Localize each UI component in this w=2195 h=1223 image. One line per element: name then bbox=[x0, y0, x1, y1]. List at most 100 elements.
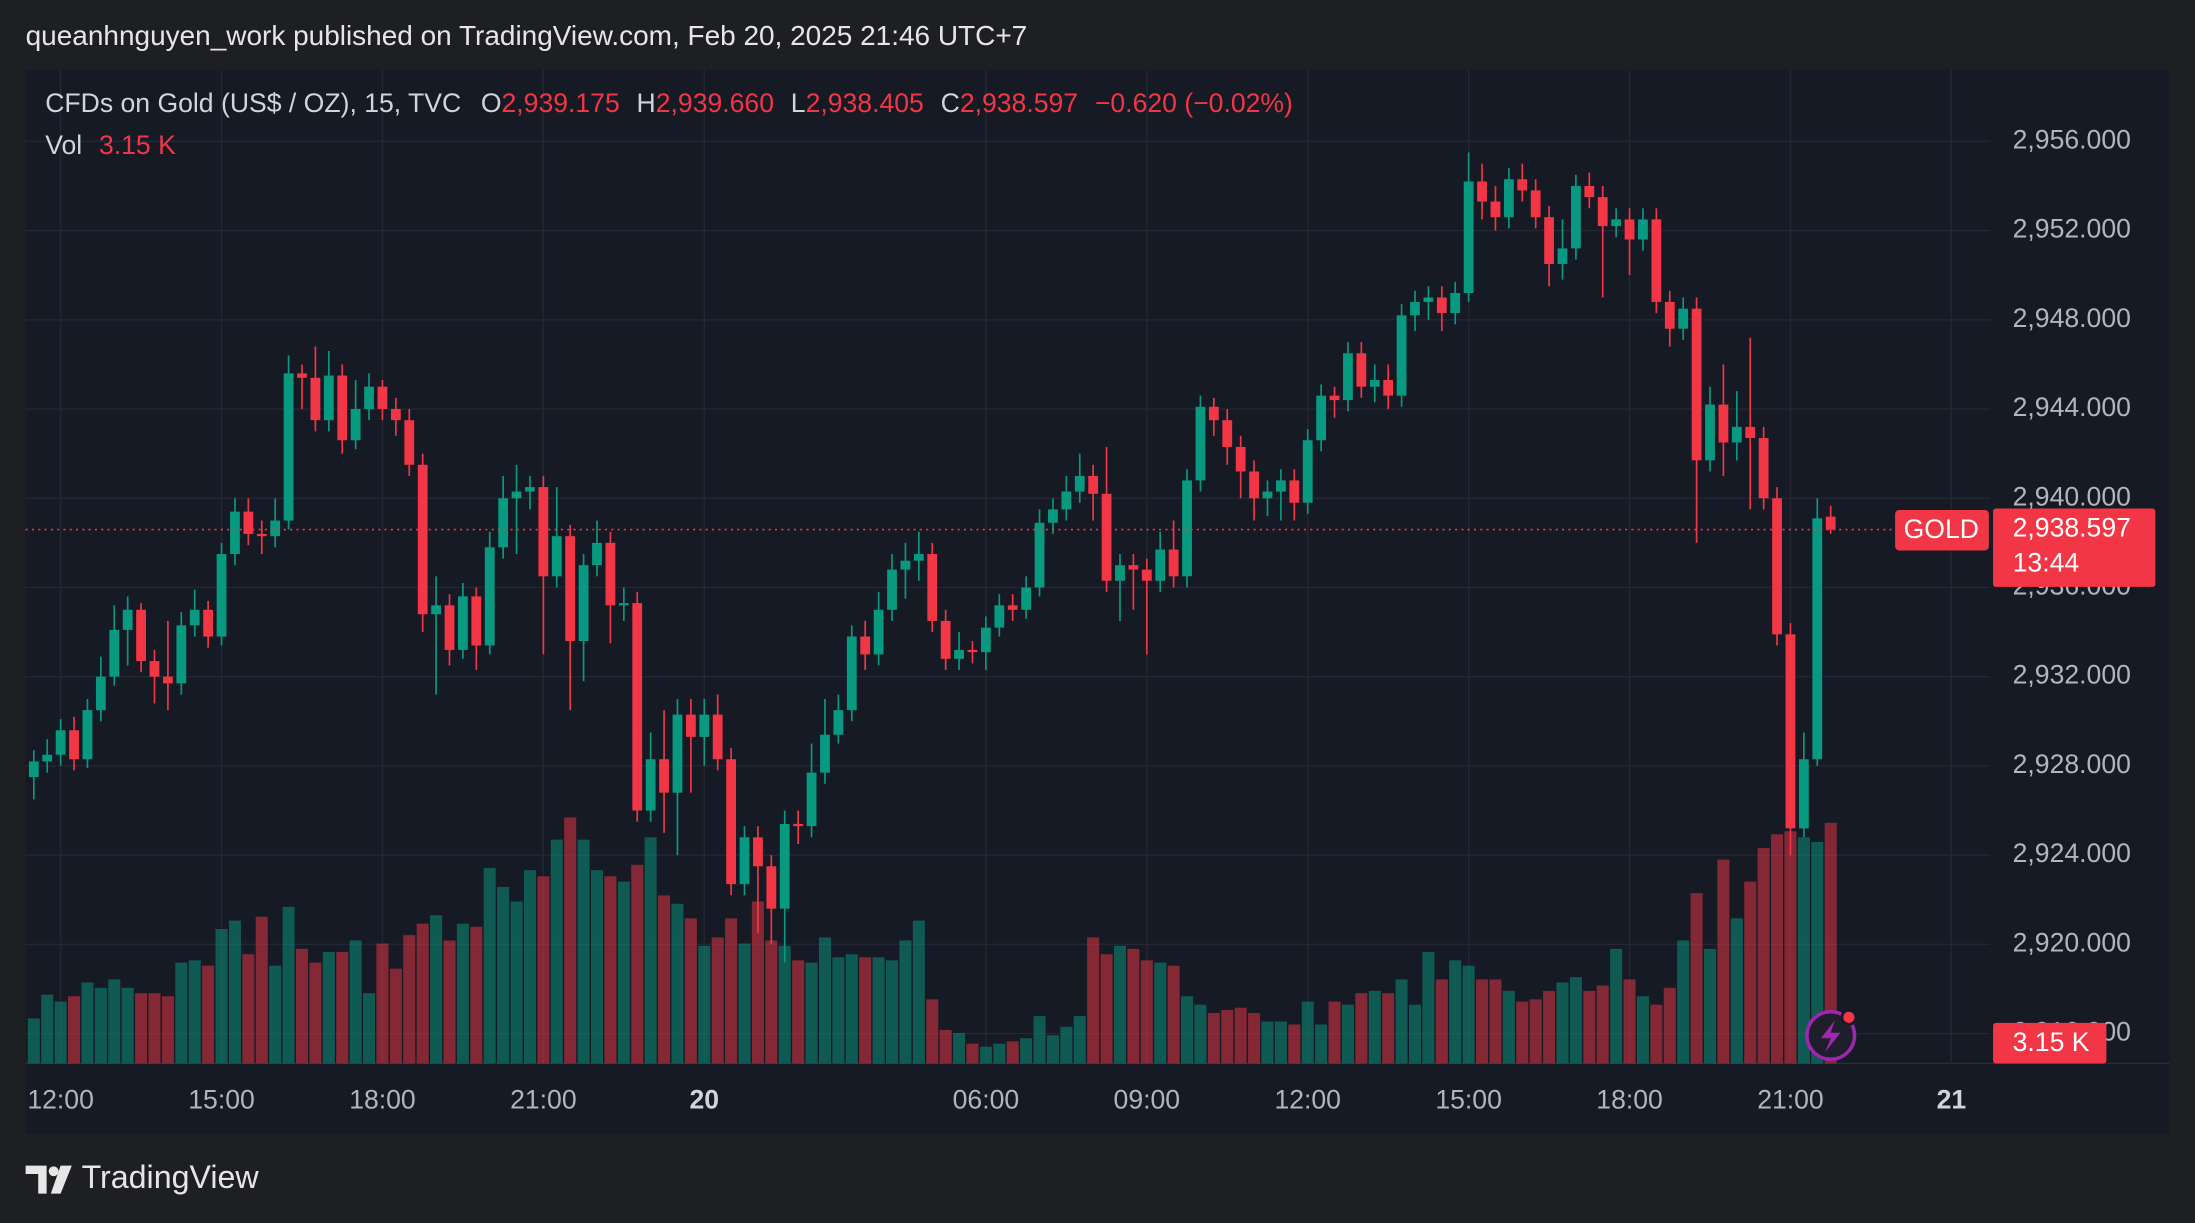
volume-bar bbox=[1771, 834, 1784, 1064]
volume-bar bbox=[430, 915, 443, 1064]
volume-bar bbox=[604, 876, 617, 1064]
candle-body bbox=[203, 609, 214, 637]
legend-change: −0.620 (−0.02%) bbox=[1095, 88, 1293, 118]
candle-body bbox=[1678, 308, 1689, 329]
lightning-icon[interactable] bbox=[1805, 1008, 1858, 1062]
footer-brand: TradingView bbox=[82, 1159, 260, 1195]
candle-body bbox=[699, 714, 710, 737]
candle-body bbox=[1383, 380, 1394, 396]
candle-body bbox=[833, 710, 844, 735]
candle-body bbox=[672, 714, 683, 793]
volume-bar bbox=[1328, 1001, 1341, 1064]
candle-body bbox=[1182, 480, 1192, 577]
volume-bar bbox=[564, 817, 577, 1064]
volume-bar bbox=[497, 886, 510, 1064]
candle-body bbox=[712, 714, 723, 760]
legend-value: 2,938.405 bbox=[806, 88, 924, 118]
candle-body bbox=[766, 866, 777, 909]
y-tick-label: 2,944.000 bbox=[2013, 392, 2131, 422]
volume-value-label: 3.15 K bbox=[2013, 1027, 2090, 1057]
volume-bar bbox=[617, 881, 630, 1064]
volume-bar bbox=[1207, 1013, 1220, 1064]
volume-bar bbox=[832, 957, 845, 1064]
candle-body bbox=[55, 730, 66, 755]
candle-body bbox=[323, 375, 334, 421]
volume-bar bbox=[939, 1029, 952, 1064]
candle-body bbox=[1007, 605, 1018, 610]
candle-body bbox=[1289, 480, 1300, 503]
candle-body bbox=[525, 487, 535, 492]
candle-body bbox=[511, 491, 522, 499]
symbol-label: GOLD bbox=[1904, 514, 1979, 544]
candle-body bbox=[310, 377, 321, 421]
volume-bar bbox=[1341, 1004, 1354, 1064]
volume-bar bbox=[1060, 1026, 1073, 1064]
volume-bar bbox=[1020, 1038, 1033, 1064]
candle-body bbox=[618, 603, 629, 606]
candle-body bbox=[1141, 569, 1152, 581]
volume-bar bbox=[161, 996, 174, 1064]
candle-body bbox=[431, 605, 441, 615]
volume-bar bbox=[1650, 1004, 1663, 1064]
volume-bar bbox=[845, 954, 858, 1064]
candle-body bbox=[1651, 219, 1662, 302]
volume-bar bbox=[1435, 979, 1448, 1064]
volume-bar bbox=[41, 994, 54, 1064]
legend-key: C bbox=[941, 88, 960, 118]
candle-body bbox=[390, 409, 401, 421]
candle-body bbox=[860, 636, 871, 655]
x-tick-label: 18:00 bbox=[349, 1084, 416, 1114]
volume-bar bbox=[1140, 960, 1153, 1064]
volume-bar bbox=[416, 923, 429, 1064]
candle-body bbox=[820, 734, 830, 773]
candle-body bbox=[967, 649, 978, 653]
candle-body bbox=[927, 554, 938, 621]
candle-body bbox=[873, 609, 884, 655]
legend-value: 2,939.660 bbox=[656, 88, 774, 118]
candle-body bbox=[1745, 426, 1756, 439]
candle-body bbox=[887, 569, 897, 610]
candle-body bbox=[779, 823, 790, 909]
candle-body bbox=[1021, 587, 1032, 610]
volume-bar bbox=[483, 867, 496, 1064]
volume-bar bbox=[1355, 993, 1368, 1064]
volume-bar bbox=[1167, 965, 1180, 1064]
volume-bar bbox=[242, 954, 255, 1064]
volume-bar bbox=[698, 945, 711, 1064]
candle-body bbox=[1222, 420, 1233, 447]
candle-body bbox=[243, 511, 254, 534]
candle-body bbox=[538, 487, 549, 577]
volume-bar bbox=[1462, 965, 1475, 1064]
volume-bar bbox=[1596, 985, 1609, 1064]
x-tick-label: 18:00 bbox=[1596, 1084, 1663, 1114]
volume-bar bbox=[912, 920, 925, 1064]
volume-bar bbox=[1636, 996, 1649, 1064]
candle-body bbox=[1249, 471, 1259, 499]
volume-bar bbox=[859, 957, 872, 1064]
publisher-header: queanhnguyen_work published on TradingVi… bbox=[26, 20, 1028, 51]
volume-bar bbox=[202, 965, 215, 1064]
volume-bar bbox=[738, 943, 751, 1064]
candle-body bbox=[417, 464, 428, 615]
symbol-label-box bbox=[1895, 509, 1989, 551]
x-tick-label: 09:00 bbox=[1114, 1084, 1181, 1114]
candle-body bbox=[940, 620, 951, 659]
volume-bar bbox=[54, 1001, 67, 1064]
volume-bar bbox=[269, 965, 282, 1064]
volume-bar bbox=[1288, 1024, 1301, 1064]
y-tick-label: 2,924.000 bbox=[2013, 838, 2131, 868]
legend-symbol: CFDs on Gold (US$ / OZ), 15, TVC bbox=[45, 88, 461, 118]
volume-bar bbox=[27, 1018, 40, 1064]
volume-bar bbox=[577, 839, 590, 1064]
candle-body bbox=[1128, 565, 1139, 570]
candle-body bbox=[1812, 518, 1823, 760]
legend-key: O bbox=[481, 88, 502, 118]
volume-bar bbox=[322, 951, 335, 1064]
volume-bar bbox=[926, 999, 939, 1064]
volume-bar bbox=[1502, 990, 1515, 1064]
candle-body bbox=[1101, 493, 1112, 581]
volume-bar bbox=[68, 996, 81, 1064]
candle-body bbox=[994, 605, 1005, 628]
countdown-label: 13:44 bbox=[2013, 548, 2080, 578]
candle-body bbox=[1584, 185, 1595, 198]
